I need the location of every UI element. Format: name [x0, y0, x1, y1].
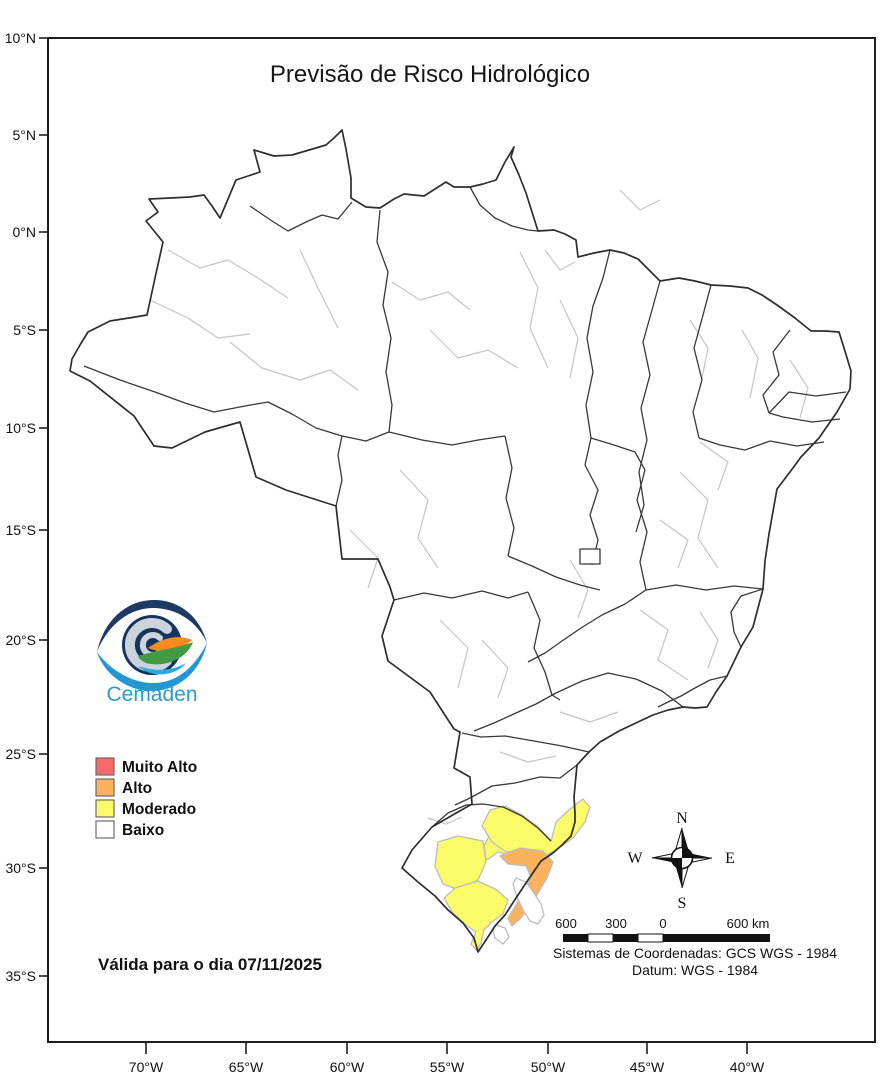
logo-wordmark: Cemaden [106, 683, 197, 706]
brazil-landmass [70, 130, 851, 952]
scale-label-600-left: 600 [555, 916, 577, 931]
legend-swatch-muito-alto [95, 757, 115, 776]
logo-green-wave [138, 642, 193, 665]
longitude-axis: 70°W 65°W 60°W 55°W 50°W 45°W 40°W [129, 1042, 765, 1075]
lon-axis-label: 65°W [229, 1059, 264, 1075]
risk-legend: Muito Alto Alto Moderado Baixo [95, 757, 197, 839]
lat-axis-label: 25°S [5, 746, 36, 762]
legend-label-muito-alto: Muito Alto [122, 759, 197, 776]
legend-label-baixo: Baixo [122, 822, 164, 839]
lon-axis-label: 55°W [430, 1059, 465, 1075]
cemaden-logo: Cemaden [97, 600, 207, 706]
lat-axis-label: 10°N [5, 30, 36, 46]
coordinate-system-line1: Sistemas de Coordenadas: GCS WGS - 1984 [553, 945, 837, 961]
compass-east-label: E [725, 850, 735, 867]
compass-rose: N S E W [627, 810, 734, 912]
latitude-axis: 10°N 5°N 0°N 5°S 10°S 15°S 20°S 25°S 30°… [5, 30, 48, 984]
lat-axis-label: 5°N [13, 127, 37, 143]
legend-label-moderado: Moderado [122, 801, 196, 818]
page-title: Previsão de Risco Hidrológico [270, 61, 590, 88]
logo-eye-upper [97, 600, 207, 652]
scale-label-600km: 600 km [727, 916, 770, 931]
lon-axis-label: 45°W [630, 1059, 665, 1075]
risk-region-moderado [434, 798, 591, 952]
state-borders [83, 186, 847, 842]
region-borders [149, 189, 809, 825]
logo-orange-wave [148, 637, 192, 652]
lat-axis-label: 10°S [5, 420, 36, 436]
coordinate-system-line2: Datum: WGS - 1984 [632, 962, 758, 978]
scale-label-300: 300 [605, 916, 627, 931]
lat-axis-label: 20°S [5, 632, 36, 648]
lon-axis-label: 60°W [330, 1059, 365, 1075]
lon-axis-label: 70°W [129, 1059, 164, 1075]
compass-south-label: S [678, 895, 687, 912]
compass-west-label: W [627, 850, 643, 867]
legend-swatch-moderado [95, 799, 115, 818]
lon-axis-label: 50°W [531, 1059, 566, 1075]
logo-blue-wave [138, 663, 186, 675]
compass-north-label: N [676, 810, 688, 827]
coordinate-system-note: Sistemas de Coordenadas: GCS WGS - 1984 … [553, 945, 837, 978]
lon-axis-label: 40°W [730, 1059, 765, 1075]
lat-axis-label: 0°N [13, 224, 37, 240]
validity-date-label: Válida para o dia 07/11/2025 [98, 955, 322, 974]
map-frame [47, 37, 876, 1043]
logo-c-ring [124, 618, 172, 672]
scale-label-0: 0 [659, 916, 666, 931]
lat-axis-label: 35°S [5, 968, 36, 984]
legend-swatch-baixo [95, 820, 115, 839]
legend-swatch-alto [95, 778, 115, 797]
lat-axis-label: 15°S [5, 522, 36, 538]
legend-label-alto: Alto [122, 780, 152, 797]
lat-axis-label: 5°S [13, 322, 36, 338]
lat-axis-label: 30°S [5, 860, 36, 876]
logo-eye-lower [97, 643, 207, 691]
scale-bar: 600 300 0 600 km [555, 916, 770, 943]
brazil-outline [69, 129, 852, 953]
